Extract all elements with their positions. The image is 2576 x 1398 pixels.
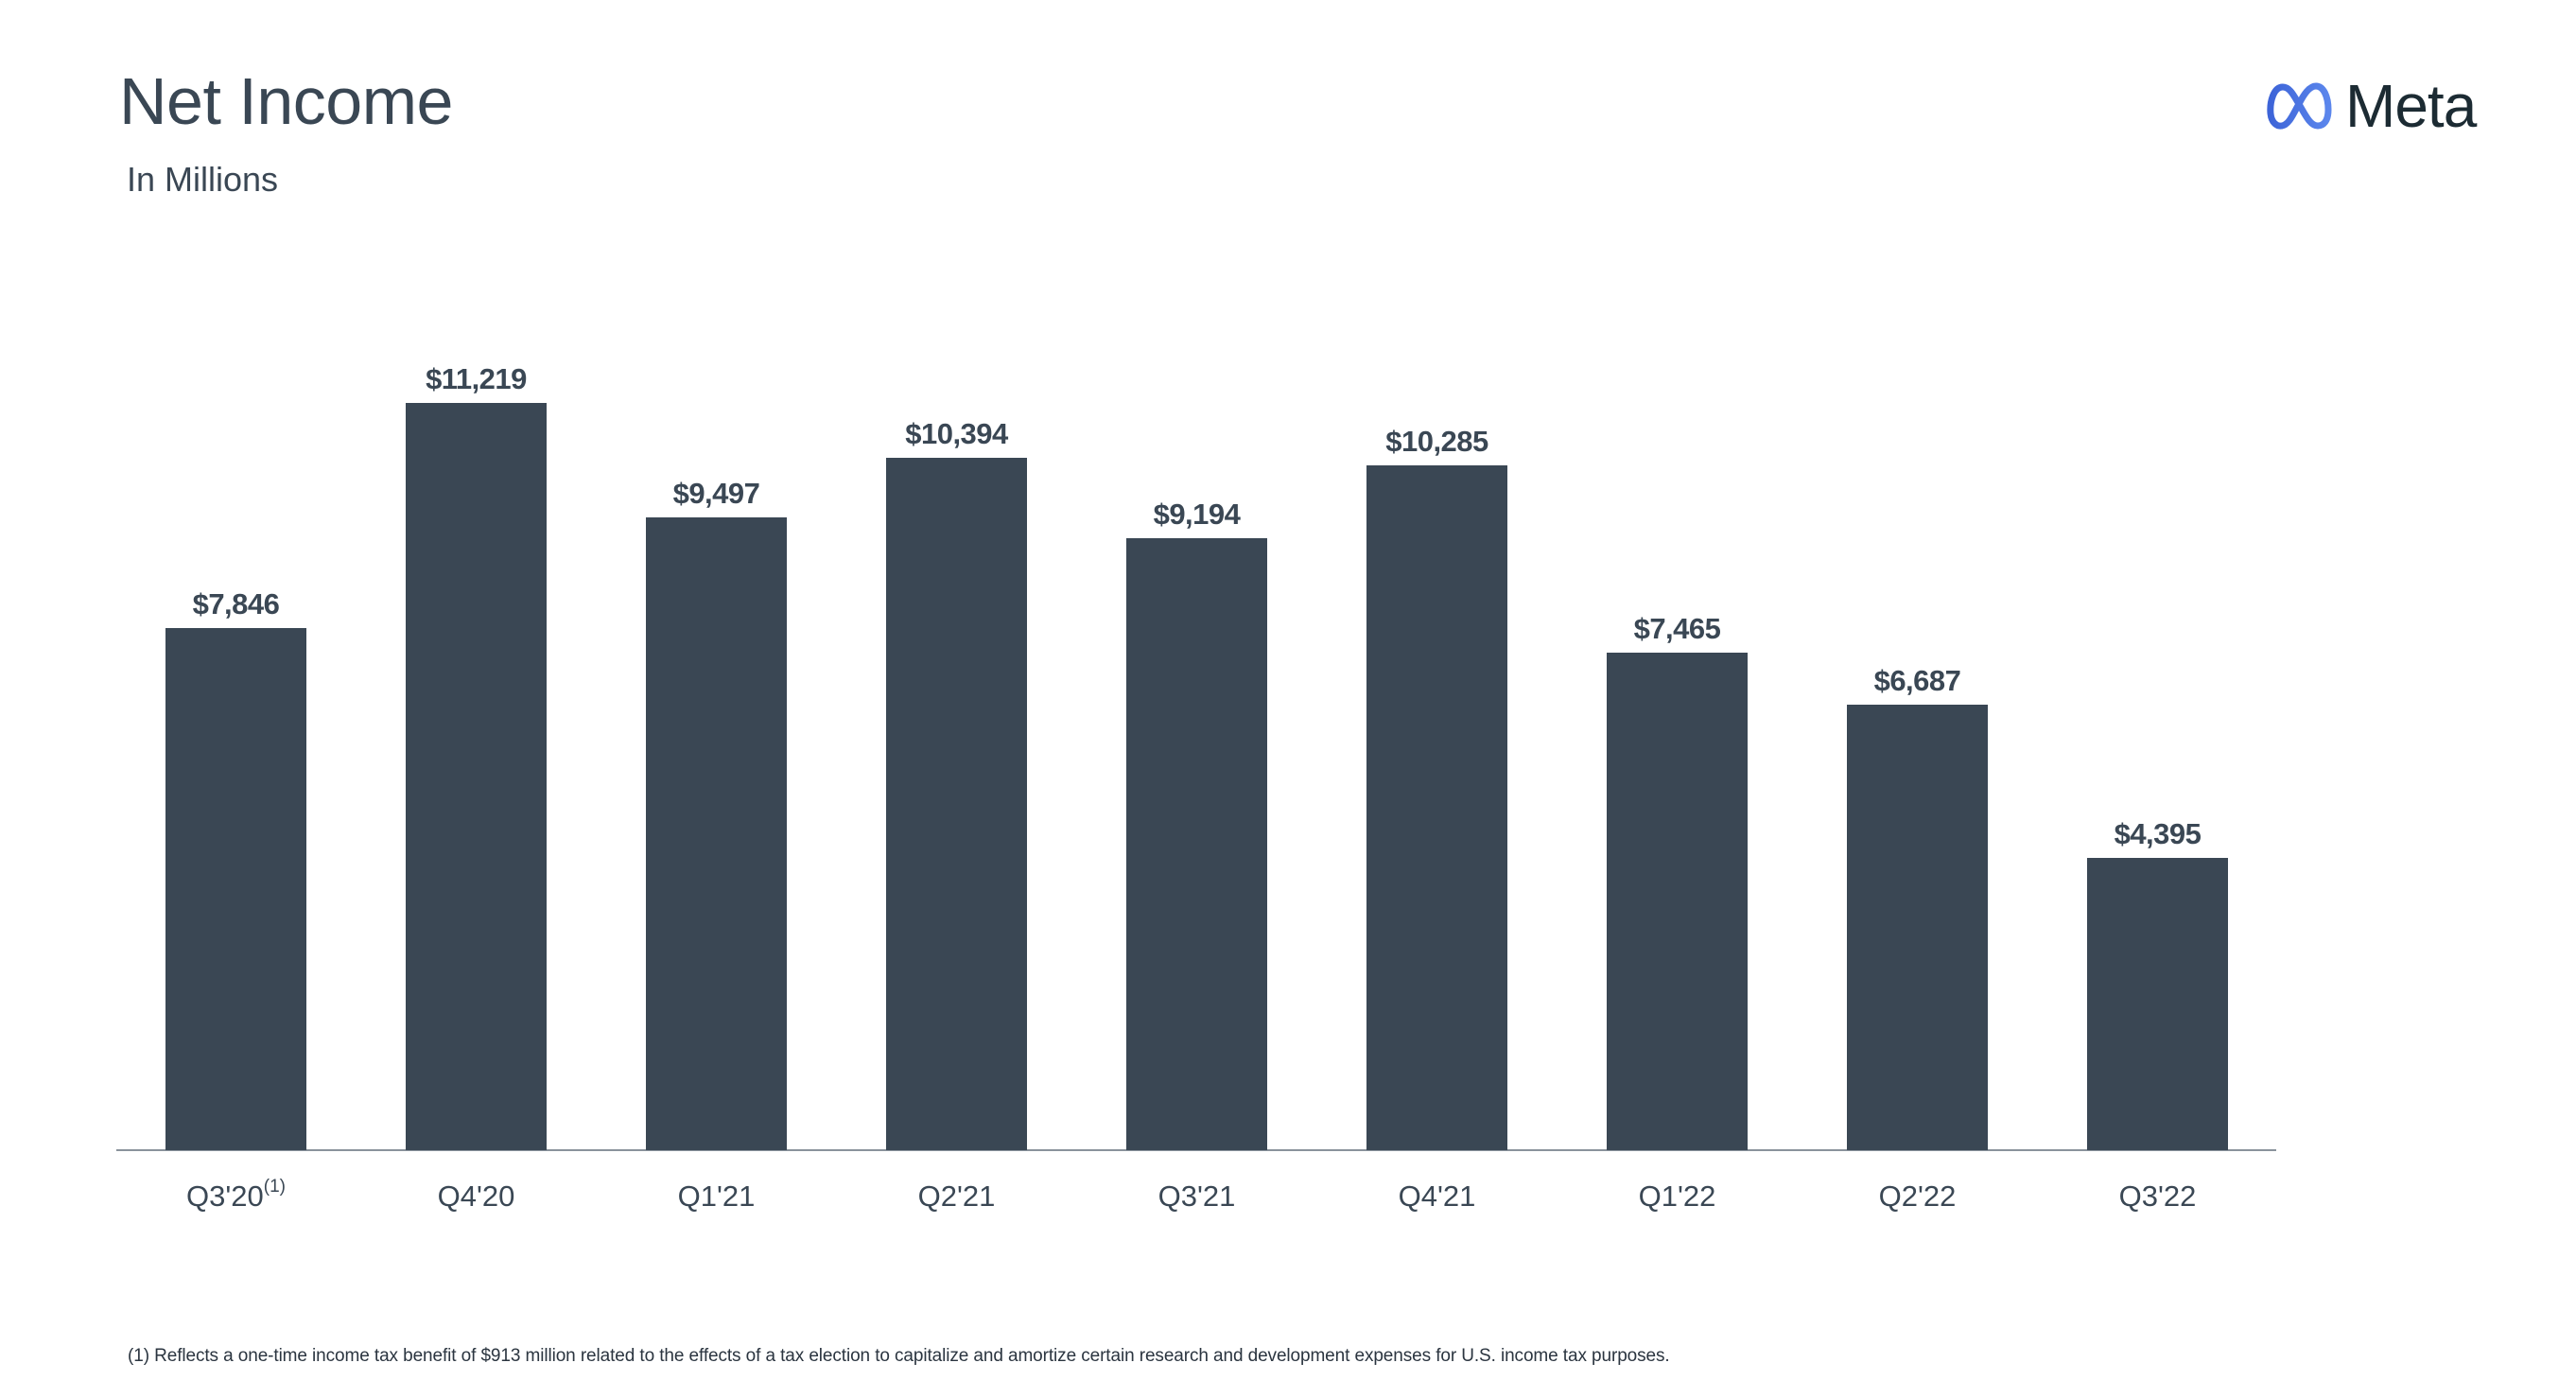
x-axis-category-label: Q2'21 [853,1181,1061,1211]
x-axis-category-label: Q4'20 [373,1181,581,1211]
x-axis-category-label: Q3'21 [1093,1181,1301,1211]
bar [1366,465,1507,1150]
x-axis-line [116,1149,2276,1151]
x-axis-category-label: Q3'20(1) [132,1178,340,1213]
bar-value-label: $7,465 [1633,612,1721,645]
bar-value-label: $6,687 [1873,664,1961,697]
bar-value-label: $9,497 [672,477,760,510]
page-subtitle: In Millions [127,160,279,199]
page-title: Net Income [119,64,453,138]
x-axis-category-label: Q1'22 [1574,1181,1782,1211]
bar [165,628,306,1150]
x-axis-category-label: Q4'21 [1333,1181,1541,1211]
bar [2087,858,2228,1150]
category-text: Q1'22 [1638,1180,1716,1213]
bar [406,403,547,1150]
footnote-marker: (1) [263,1177,286,1197]
category-text: Q3'20 [186,1180,264,1213]
bar-value-label: $7,846 [192,587,280,620]
bar [646,517,787,1150]
bar-value-label: $11,219 [426,362,527,395]
bar-value-label: $10,285 [1385,425,1488,458]
category-text: Q3'21 [1157,1180,1236,1213]
x-axis-category-label: Q2'22 [1814,1181,2022,1211]
category-text: Q4'21 [1398,1180,1476,1213]
meta-infinity-icon [2266,81,2332,131]
bar-value-label: $4,395 [2114,817,2202,850]
meta-wordmark: Meta [2345,72,2477,140]
bar [1126,538,1267,1150]
bar [1847,705,1988,1150]
category-text: Q2'21 [917,1180,996,1213]
x-axis-category-label: Q3'22 [2054,1181,2262,1211]
bar [1607,653,1748,1150]
category-text: Q2'22 [1878,1180,1957,1213]
x-axis-category-label: Q1'21 [613,1181,821,1211]
meta-logo: Meta [2266,72,2477,140]
footnote: (1) Reflects a one-time income tax benef… [128,1346,1670,1366]
category-text: Q3'22 [2118,1180,2197,1213]
bar [886,458,1027,1150]
category-text: Q1'21 [677,1180,756,1213]
bar-value-label: $10,394 [905,417,1008,450]
bar-value-label: $9,194 [1153,498,1241,531]
category-text: Q4'20 [437,1180,515,1213]
